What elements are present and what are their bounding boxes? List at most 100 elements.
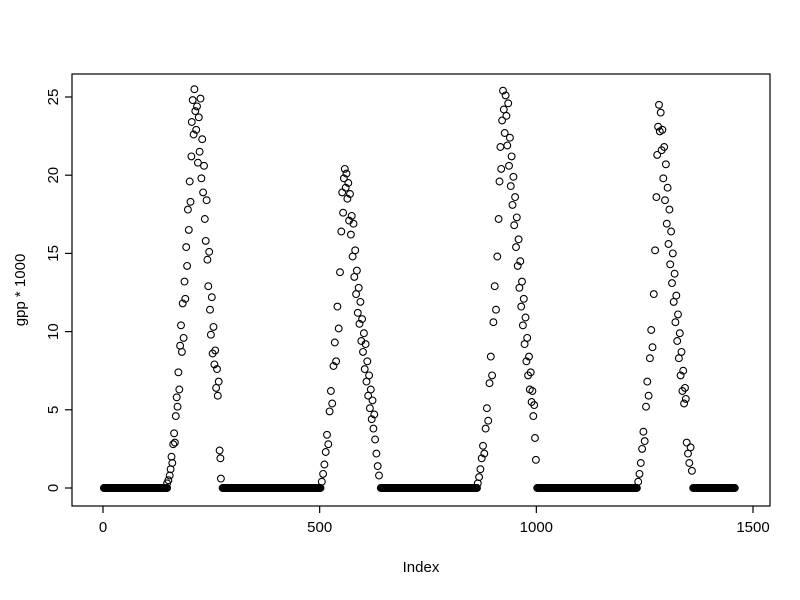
data-point: [184, 225, 193, 234]
data-point: [506, 182, 515, 191]
data-point: [655, 100, 663, 109]
data-point: [670, 269, 679, 278]
data-point: [185, 177, 194, 186]
data-point: [198, 135, 207, 144]
data-point: [672, 291, 681, 300]
data-point: [356, 297, 365, 306]
data-point: [531, 455, 540, 464]
data-point: [648, 343, 657, 352]
data-point: [517, 302, 526, 311]
data-point: [216, 474, 225, 483]
data-point: [500, 129, 509, 137]
data-point: [659, 174, 668, 183]
data-point: [191, 107, 200, 116]
data-point: [196, 94, 205, 103]
data-point: [366, 385, 375, 394]
x-tick-label: 1500: [736, 519, 769, 536]
data-point: [363, 357, 372, 366]
data-point: [476, 465, 485, 474]
data-point: [177, 347, 186, 356]
data-point: [179, 333, 188, 342]
data-point: [664, 240, 673, 248]
data-point: [645, 354, 654, 363]
data-point: [344, 179, 353, 187]
data-point: [170, 438, 179, 447]
data-point: [681, 394, 690, 403]
data-point: [680, 399, 689, 408]
data-point: [365, 404, 374, 413]
data-point: [531, 434, 539, 442]
data-point: [190, 85, 199, 94]
data-point: [510, 221, 519, 230]
data-point: [354, 283, 363, 292]
data-point: [352, 266, 361, 275]
data-point: [675, 329, 684, 338]
data-point: [181, 294, 190, 303]
data-point: [651, 246, 660, 255]
data-point: [530, 401, 539, 410]
data-point: [207, 293, 216, 302]
data-point: [187, 118, 196, 126]
data-point: [516, 257, 525, 266]
data-point: [171, 412, 180, 421]
data-point: [177, 321, 185, 330]
data-point: [667, 227, 676, 236]
data-point: [353, 308, 362, 317]
data-point: [677, 347, 686, 356]
data-point: [169, 440, 178, 449]
data-point: [321, 448, 330, 456]
data-point: [375, 471, 383, 480]
data-point: [163, 484, 172, 492]
plot-box: [71, 73, 771, 507]
data-point: [521, 313, 530, 322]
data-point: [347, 211, 356, 220]
data-point: [346, 190, 354, 198]
data-point: [342, 169, 351, 178]
data-point: [183, 261, 192, 270]
data-point: [349, 219, 358, 228]
data-point: [508, 200, 517, 209]
data-point: [213, 391, 222, 400]
data-point: [526, 368, 535, 377]
data-point: [661, 196, 669, 205]
data-point: [206, 330, 215, 339]
data-point: [323, 430, 331, 439]
data-point: [505, 133, 514, 142]
data-point: [496, 143, 505, 151]
data-point: [643, 377, 652, 386]
data-point: [649, 290, 658, 299]
data-point: [165, 471, 174, 480]
data-point: [183, 205, 192, 214]
data-point: [339, 174, 348, 183]
data-point: [368, 396, 377, 405]
data-point: [499, 86, 507, 95]
data-point: [525, 352, 533, 361]
points-layer: [99, 85, 739, 492]
data-point: [687, 466, 696, 475]
data-point: [213, 365, 221, 374]
data-point: [188, 96, 197, 105]
x-axis: 0 500 1000 1500: [99, 506, 770, 536]
data-point: [518, 277, 526, 286]
data-point: [512, 243, 520, 252]
data-point: [330, 338, 339, 347]
data-point: [497, 164, 506, 173]
data-point: [333, 302, 342, 311]
data-point: [644, 391, 653, 400]
data-point: [640, 437, 649, 446]
data-point: [674, 310, 682, 319]
data-point: [204, 282, 213, 291]
data-point: [488, 371, 497, 380]
data-point: [479, 441, 487, 450]
data-point: [507, 152, 516, 161]
x-tick-label: 500: [307, 519, 332, 536]
data-point: [673, 337, 682, 345]
data-point: [175, 385, 184, 394]
data-point: [668, 249, 677, 258]
data-point: [168, 459, 177, 467]
data-point: [361, 340, 370, 349]
data-point: [336, 268, 344, 277]
data-point: [647, 326, 656, 334]
data-point: [490, 282, 499, 291]
data-point: [202, 196, 211, 205]
